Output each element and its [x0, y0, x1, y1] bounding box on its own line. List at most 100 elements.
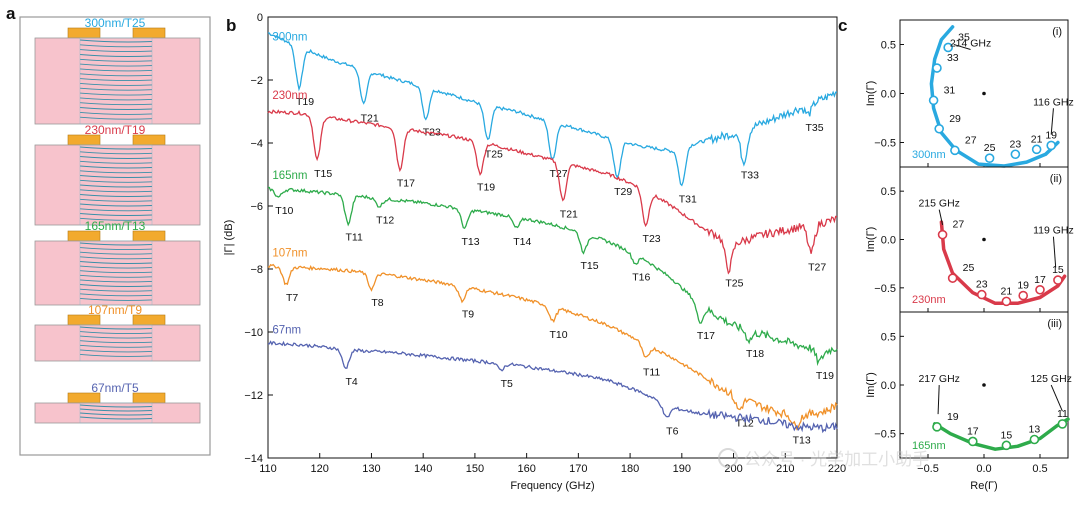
series-label: 230nm — [272, 90, 307, 102]
resonance-label: 17 — [1034, 274, 1046, 286]
resonance-label: 21 — [1031, 133, 1043, 145]
series-230nm: 230nm T15 T17 T19 T21 T23 T25 T27 — [267, 90, 838, 290]
panel-c-letter: c — [838, 16, 847, 35]
resonance-label: 35 — [958, 31, 970, 43]
electrode-pad-right — [132, 230, 166, 242]
x-tick-label: 150 — [466, 463, 484, 475]
resonance-label: 23 — [1010, 138, 1022, 150]
resonance-marker — [950, 145, 960, 156]
resonance-marker — [943, 42, 953, 53]
electrode-pad-left — [67, 27, 101, 39]
y-tick-label: 0.0 — [881, 89, 896, 101]
x-tick-label: 220 — [828, 463, 846, 475]
resonance-label: 29 — [949, 113, 961, 125]
x-tick-label: 130 — [362, 463, 380, 475]
electrode-pad-left — [67, 230, 101, 242]
resonance-label: 15 — [1052, 264, 1064, 276]
frequency-annotation: 217 GHz — [918, 373, 959, 385]
substrate-block — [34, 402, 201, 424]
mode-label: T25 — [725, 278, 743, 290]
superlattice-region — [79, 324, 153, 362]
y-tick-label: −8 — [250, 264, 263, 276]
superlattice-region — [79, 240, 153, 306]
resonance-label: 17 — [967, 425, 979, 437]
y-tick-label: −0.5 — [874, 138, 896, 150]
series-67nm: 67nm T4 T5 T6 — [268, 325, 838, 438]
mode-label: T17 — [397, 177, 415, 189]
resonance-marker — [1001, 440, 1012, 451]
annotation-arrow — [1050, 384, 1063, 412]
resonance-marker — [934, 123, 945, 134]
mode-label: T6 — [666, 426, 678, 438]
y-axis-label: Im(Γ) — [865, 372, 877, 398]
annotation-arrow — [937, 385, 940, 415]
mode-label: T27 — [549, 168, 567, 180]
device-label: 165nm/T13 — [85, 219, 146, 233]
device-label: 230nm/T19 — [85, 123, 146, 137]
electrode-pad-right — [132, 134, 166, 146]
mode-label: T4 — [345, 376, 357, 388]
resonance-marker — [1010, 149, 1021, 160]
panel-b-letter: b — [226, 16, 236, 35]
superlattice-region — [79, 402, 153, 424]
resonance-marker — [932, 422, 942, 432]
y-tick-label: −14 — [244, 453, 263, 465]
device-label: 300nm/T25 — [85, 16, 146, 30]
mode-label: T10 — [275, 205, 293, 217]
electrode-pad-left — [67, 392, 101, 404]
y-tick-label: 0.0 — [881, 380, 896, 392]
superlattice-region — [79, 144, 153, 226]
electrode-pad-right — [132, 392, 166, 404]
mode-label: T15 — [580, 260, 598, 272]
x-tick-label: 140 — [414, 463, 432, 475]
spectrum-line — [267, 186, 838, 367]
resonance-label: 19 — [1017, 280, 1029, 292]
mode-label: T18 — [746, 348, 764, 360]
x-tick-label: 0.0 — [976, 463, 991, 475]
mode-label: T9 — [462, 309, 474, 321]
watermark-icon — [718, 448, 738, 468]
device-300nm: 300nm/T25 — [34, 16, 201, 125]
resonance-label: 27 — [953, 219, 965, 231]
mode-label: T19 — [477, 181, 495, 193]
electrode-pad-left — [67, 314, 101, 326]
electrode-pad-right — [132, 27, 166, 39]
y-tick-label: −0.5 — [874, 429, 896, 441]
x-tick-label: 210 — [776, 463, 794, 475]
device-165nm: 165nm/T13 — [34, 219, 201, 306]
series-label: 107nm — [272, 247, 307, 259]
resonance-label: 13 — [1029, 424, 1041, 436]
superlattice-layers — [79, 404, 153, 420]
mode-label: T29 — [614, 186, 632, 198]
resonance-marker — [1053, 275, 1063, 285]
resonance-marker — [1018, 290, 1029, 301]
resonance-marker — [947, 273, 958, 283]
resonance-marker — [1057, 419, 1068, 429]
device-label: 67nm/T5 — [91, 381, 139, 395]
mode-label: T13 — [793, 435, 811, 447]
mode-label: T35 — [806, 122, 824, 134]
mode-label: T19 — [816, 370, 834, 382]
y-tick-label: −0.5 — [874, 283, 896, 295]
resonance-label: 25 — [963, 262, 975, 274]
spectrum-line — [267, 109, 838, 275]
y-tick-label: −6 — [250, 201, 263, 213]
resonance-marker — [932, 63, 942, 73]
resonance-marker — [967, 436, 978, 447]
mode-label: T11 — [643, 366, 660, 378]
resonance-label: 19 — [947, 411, 959, 423]
mode-label: T13 — [462, 236, 480, 248]
annotation-arrow — [1050, 108, 1054, 135]
mode-label: T5 — [501, 378, 513, 390]
frequency-annotation: 214 GHz — [950, 37, 991, 49]
mode-label: T7 — [286, 292, 298, 304]
resonance-marker — [1046, 140, 1056, 151]
series-label: 300nm — [272, 32, 307, 44]
mode-label: T12 — [376, 214, 394, 226]
subplot-series-label: 165nm — [912, 440, 946, 452]
x-tick-label: 120 — [311, 463, 329, 475]
frequency-annotation: 215 GHz — [918, 198, 959, 210]
